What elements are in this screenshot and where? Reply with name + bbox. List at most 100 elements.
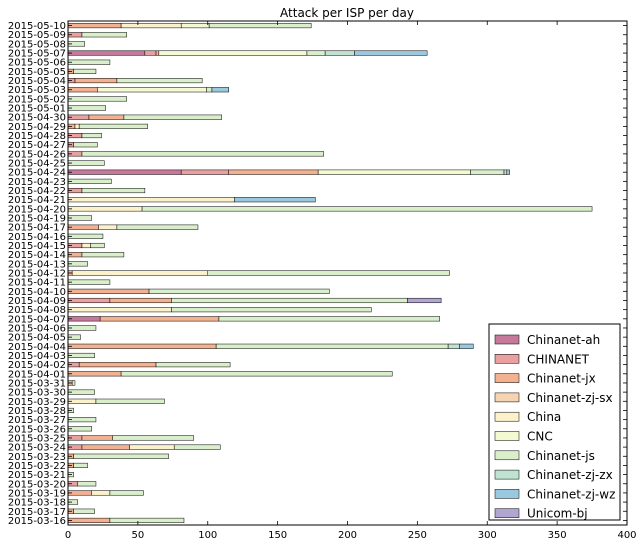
y-tick-label: 2015-03-29 [8, 397, 66, 408]
y-tick-label: 2015-03-28 [8, 406, 66, 417]
y-tick-label: 2015-04-16 [8, 232, 66, 243]
bar-segment [81, 187, 146, 194]
bar-segment [208, 23, 312, 29]
bar-segment [158, 50, 308, 56]
legend: Chinanet-ah CHINANET Chinanet-jx Chinanet-z… [488, 323, 621, 521]
bar-segment [171, 307, 372, 313]
bar-segment [67, 224, 99, 230]
bar-segment [317, 169, 471, 175]
bar-segment [74, 123, 80, 129]
y-tick-label: 2015-05-05 [8, 67, 66, 78]
bar-segment [116, 78, 203, 84]
y-tick-label: 2015-04-04 [8, 342, 66, 353]
bar-segment [67, 87, 98, 93]
bar-segment [78, 123, 148, 129]
bar-segment [67, 307, 172, 313]
legend-swatch [494, 411, 520, 422]
legend-label: CNC [527, 430, 553, 444]
legend-swatch [494, 489, 520, 499]
bar-segment [306, 50, 326, 56]
x-tick-label: 100 [198, 530, 217, 541]
bar-segment [116, 224, 199, 230]
y-tick-label: 2015-04-25 [8, 159, 66, 170]
bar-segment [173, 444, 221, 450]
bar-segment [155, 50, 160, 56]
bar-segment [99, 316, 220, 322]
y-tick-label: 2015-04-08 [8, 305, 66, 316]
y-tick-label: 2015-04-22 [8, 186, 66, 197]
bar-segment [77, 481, 97, 487]
x-tick-label: 50 [132, 530, 145, 541]
bar-segment [228, 169, 319, 175]
y-tick-label: 2015-04-05 [8, 333, 66, 344]
y-tick-label: 2015-03-17 [8, 507, 66, 518]
bar-segment [95, 398, 165, 404]
y-tick-label: 2015-04-14 [8, 250, 66, 261]
y-tick-label: 2015-04-24 [8, 168, 66, 179]
y-tick-label: 2015-04-27 [8, 140, 66, 151]
y-tick-label: 2015-04-21 [8, 195, 66, 206]
bar-segment [180, 23, 210, 29]
y-tick-label: 2015-04-10 [8, 287, 66, 298]
bar-segment [67, 206, 143, 212]
bar-segment [81, 32, 127, 38]
y-tick-label: 2015-03-27 [8, 415, 66, 426]
bar-segment [73, 508, 95, 514]
bar-segment [73, 462, 88, 468]
bar-segment [67, 316, 101, 322]
y-tick-label: 2015-03-18 [8, 498, 66, 509]
y-tick-label: 2015-03-22 [8, 461, 66, 472]
bar-segment [67, 233, 104, 239]
bar-segment [148, 288, 330, 294]
legend-swatch [494, 431, 520, 441]
bar-segment [234, 197, 316, 203]
y-tick-label: 2015-04-07 [8, 314, 66, 325]
legend-swatch [494, 334, 520, 345]
legend-label: Chinanet-zj-sx [527, 391, 613, 405]
bar-segment [98, 224, 118, 230]
y-tick-label: 2015-05-07 [8, 49, 66, 60]
bar-segment [459, 343, 474, 349]
legend-label: Chinanet-zj-wz [527, 487, 615, 501]
bar-segment [109, 490, 144, 496]
bar-segment [324, 50, 355, 56]
legend-label: China [527, 410, 561, 424]
y-tick-label: 2015-04-06 [8, 323, 66, 334]
y-tick-label: 2015-04-12 [8, 269, 66, 280]
bar-segment [67, 178, 112, 184]
bar-segment [155, 362, 231, 368]
bar-segment [112, 435, 195, 441]
legend-swatch [494, 469, 520, 480]
bar-segment [67, 417, 97, 423]
y-tick-label: 2015-05-10 [8, 21, 66, 32]
bar-segment [67, 105, 106, 111]
y-tick-label: 2015-03-30 [8, 388, 66, 399]
y-tick-label: 2015-04-30 [8, 113, 66, 124]
bar-segment [207, 270, 450, 276]
bar-segment [215, 343, 449, 349]
bar-segment [470, 169, 505, 175]
bar-segment [67, 517, 111, 523]
legend-swatch [494, 392, 520, 403]
x-tick-label: 150 [268, 530, 287, 541]
y-tick-label: 2015-04-28 [8, 131, 66, 142]
bar-segment [407, 297, 442, 304]
bar-segment [503, 169, 508, 175]
x-tick-label: 200 [338, 530, 357, 541]
y-tick-label: 2015-03-24 [8, 443, 66, 454]
bar-segment [78, 362, 157, 368]
bar-segment [67, 50, 146, 56]
y-tick-label: 2015-04-13 [8, 259, 66, 270]
bar-segment [171, 297, 408, 304]
y-tick-label: 2015-03-21 [8, 470, 66, 481]
bar-segment [67, 160, 105, 166]
legend-label: Chinanet-js [527, 449, 595, 463]
bars-layer [67, 23, 593, 523]
legend-label: Unicom-bj [527, 507, 588, 521]
bar-segment [120, 371, 393, 377]
bar-segment [109, 517, 185, 523]
bar-segment [129, 444, 175, 450]
chart-title: Attack per ISP per day [280, 6, 414, 20]
bar-segment [67, 288, 150, 294]
bar-segment [123, 114, 222, 120]
